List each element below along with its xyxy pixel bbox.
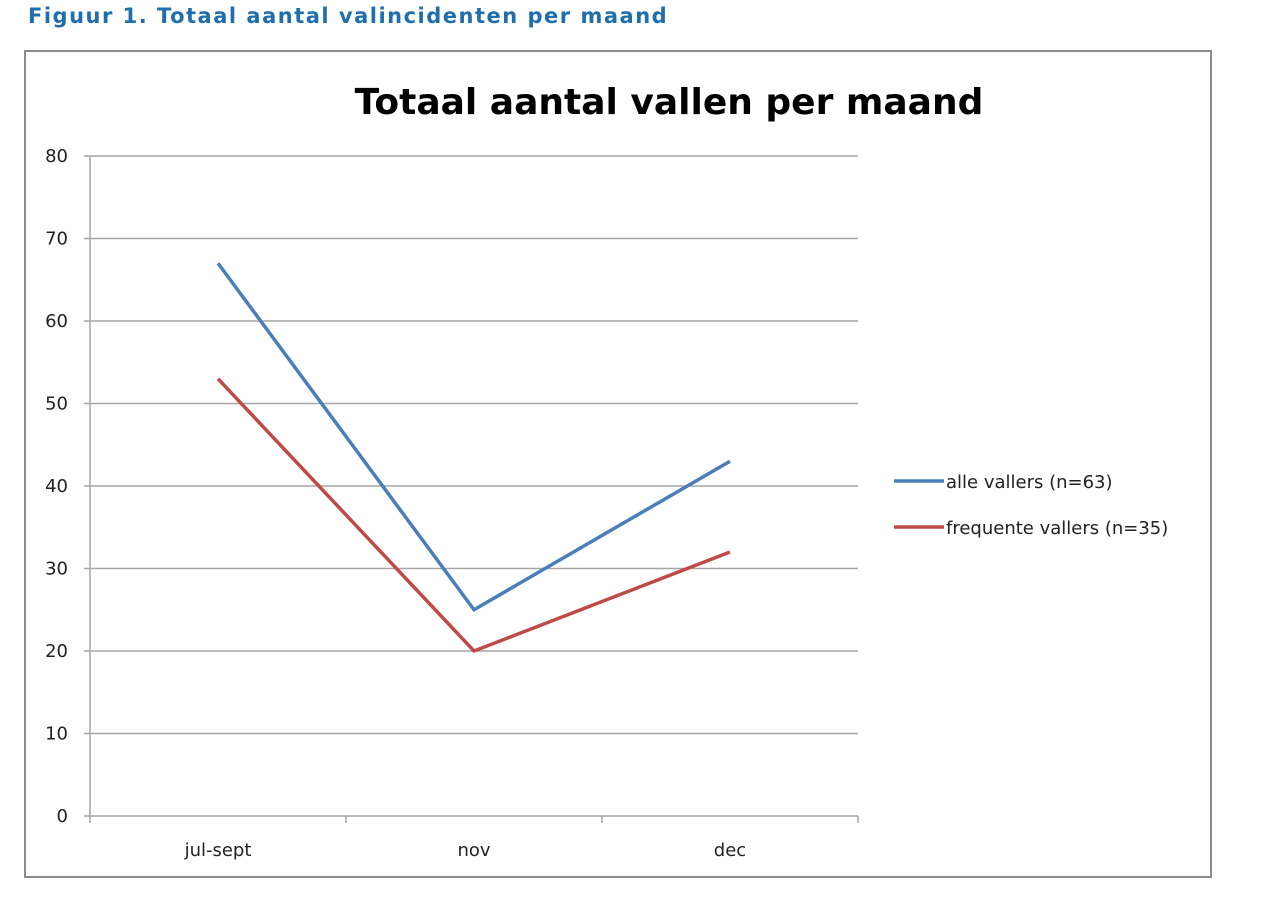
legend: alle vallers (n=63) frequente vallers (n=… <box>894 472 1168 539</box>
y-tick-label: 40 <box>45 476 68 497</box>
y-tick-label: 60 <box>45 311 68 332</box>
y-tick-label: 10 <box>45 724 68 745</box>
series-line-2 <box>216 377 731 654</box>
y-tick-label: 20 <box>45 641 68 662</box>
legend-label: alle vallers (n=63) <box>946 472 1113 493</box>
y-tick-label: 0 <box>57 806 68 827</box>
gridlines <box>84 155 858 735</box>
y-tick-label: 30 <box>45 559 68 580</box>
chart-title: Totaal aantal vallen per maand <box>355 82 984 123</box>
line-chart: Totaal aantal vallen per maand 0 10 20 30 40… <box>45 82 1168 861</box>
y-tick-label: 50 <box>45 394 68 415</box>
chart-frame: Totaal aantal vallen per maand 0 10 20 30 40… <box>24 50 1212 878</box>
series-line-1 <box>216 262 731 613</box>
axes: 0 10 20 30 40 50 60 70 80 jul-sept nov dec <box>45 146 859 861</box>
x-tick-label: jul-sept <box>184 840 252 861</box>
x-tick-label: dec <box>714 840 746 861</box>
y-tick-label: 80 <box>45 146 68 167</box>
series-lines <box>216 262 731 654</box>
y-tick-label: 70 <box>45 229 68 250</box>
figure-caption: Figuur 1. Totaal aantal valincidenten pe… <box>28 4 669 28</box>
legend-label: frequente vallers (n=35) <box>946 518 1168 539</box>
x-tick-label: nov <box>457 840 490 861</box>
